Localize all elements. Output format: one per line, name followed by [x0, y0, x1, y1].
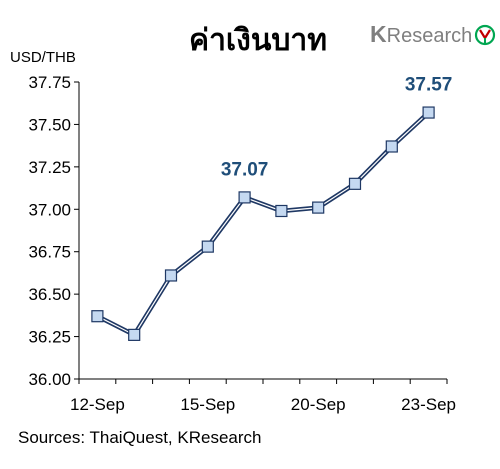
x-tick-label: 12-Sep [70, 395, 125, 414]
data-point [91, 310, 104, 323]
series-markers [91, 106, 435, 341]
y-axis-label: USD/THB [10, 49, 76, 66]
brand-research: Research [387, 25, 473, 47]
data-point [128, 328, 141, 341]
data-point [275, 204, 288, 218]
data-point [312, 201, 325, 214]
y-tick-label: 36.00 [28, 370, 71, 389]
brand-wordmark: KResearch [370, 21, 472, 47]
y-tick-label: 36.75 [28, 243, 71, 262]
y-tick-labels: 36.00 36.25 36.50 36.75 37.00 37.25 37.50 37.75 [28, 73, 71, 389]
brand-logo: KResearch [370, 21, 496, 47]
kasikorn-leaf-logo-icon [474, 24, 496, 46]
data-point [348, 177, 362, 190]
data-point [422, 106, 435, 119]
x-tick-labels: 12-Sep 15-Sep 20-Sep 23-Sep [70, 395, 456, 414]
y-tick-label: 36.25 [28, 328, 71, 347]
data-point [164, 269, 178, 282]
data-point [201, 240, 214, 253]
series-line [96, 110, 431, 338]
series-line-outline [96, 110, 431, 338]
y-tick-label: 37.00 [28, 200, 71, 219]
data-point [385, 140, 398, 153]
y-tick-label: 37.50 [28, 115, 71, 134]
y-tick-label: 36.50 [28, 285, 71, 304]
data-label: 37.07 [221, 159, 269, 180]
y-tick-label: 37.25 [28, 158, 71, 177]
series-line-highlight [97, 112, 430, 336]
brand-k: K [370, 21, 387, 47]
data-labels: 37.07 37.57 [221, 75, 453, 181]
chart-title: ค่าเงินบาท [189, 23, 327, 58]
x-tick-label: 15-Sep [180, 395, 235, 414]
y-tick-label: 37.75 [28, 73, 71, 92]
data-point [238, 191, 251, 204]
x-tick-label: 20-Sep [291, 395, 346, 414]
x-tick-label: 23-Sep [401, 395, 456, 414]
data-label: 37.57 [405, 75, 453, 96]
source-note: Sources: ThaiQuest, KResearch [18, 428, 261, 447]
axes [74, 81, 448, 384]
